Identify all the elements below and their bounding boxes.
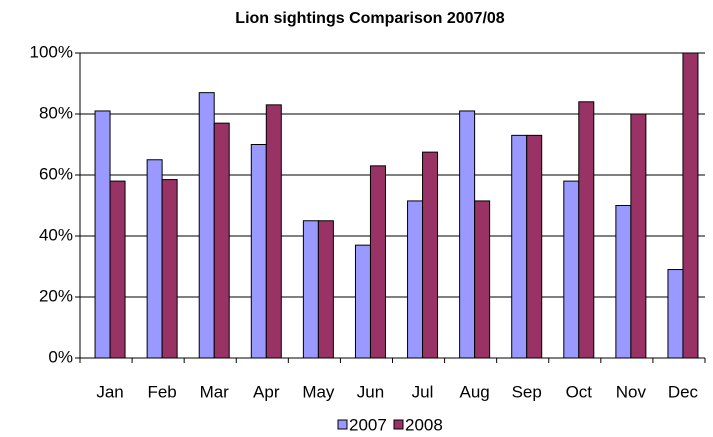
bar [146,159,163,359]
bar [407,200,424,359]
legend-label: 2008 [405,415,443,434]
x-tick-label: Aug [460,382,490,401]
bar [161,179,178,359]
x-tick-label: Oct [566,382,593,401]
legend-label: 2007 [349,415,387,434]
bar [198,92,215,359]
bar [94,110,111,359]
y-tick-label: 100% [30,42,73,61]
legend-swatch [337,419,348,430]
x-tick-label: Apr [253,382,280,401]
bar [369,165,386,359]
bar [630,113,647,359]
bar [615,205,632,359]
x-tick-label: Jan [96,382,123,401]
x-tick-label: Dec [668,382,699,401]
y-tick-label: 20% [39,286,73,305]
bar [109,180,126,359]
x-tick-label: Nov [616,382,647,401]
x-tick-label: Jul [412,382,434,401]
y-tick-label: 0% [48,347,73,366]
chart-title: Lion sightings Comparison 2007/08 [235,10,504,27]
y-tick-label: 60% [39,164,73,183]
bar [474,200,491,359]
bar [511,134,528,359]
legend-swatch [393,419,404,430]
bar [213,122,230,359]
bar [682,52,699,359]
y-tick-label: 80% [39,103,73,122]
bar [526,134,543,359]
x-tick-label: May [302,382,335,401]
bar [667,269,684,359]
bar [302,220,319,359]
bar [578,101,595,359]
bar [250,144,267,359]
x-tick-label: Jun [357,382,384,401]
bar [354,244,371,359]
bar [317,220,334,359]
bar [422,151,439,359]
bar [265,104,282,359]
bar [563,180,580,359]
y-tick-label: 40% [39,225,73,244]
x-tick-label: Sep [512,382,542,401]
bar [459,110,476,359]
x-tick-label: Feb [147,382,176,401]
x-tick-label: Mar [200,382,230,401]
